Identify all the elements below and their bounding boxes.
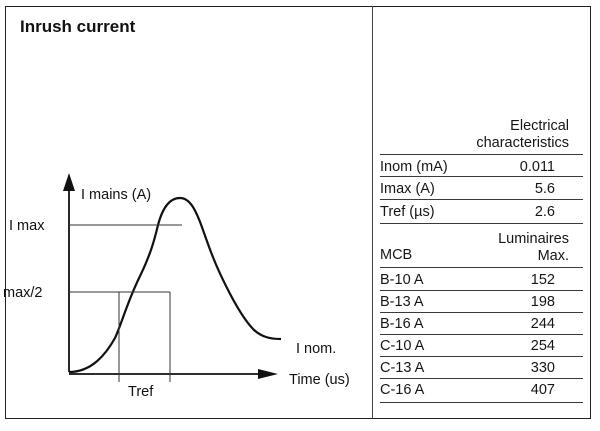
svg-text:Tref: Tref: [128, 384, 154, 400]
svg-text:I nom.: I nom.: [296, 341, 336, 357]
svg-text:max/2: max/2: [3, 285, 43, 301]
svg-text:I mains (A): I mains (A): [81, 187, 151, 203]
svg-text:Time (us): Time (us): [289, 372, 350, 388]
svg-text:I max: I max: [9, 218, 45, 234]
